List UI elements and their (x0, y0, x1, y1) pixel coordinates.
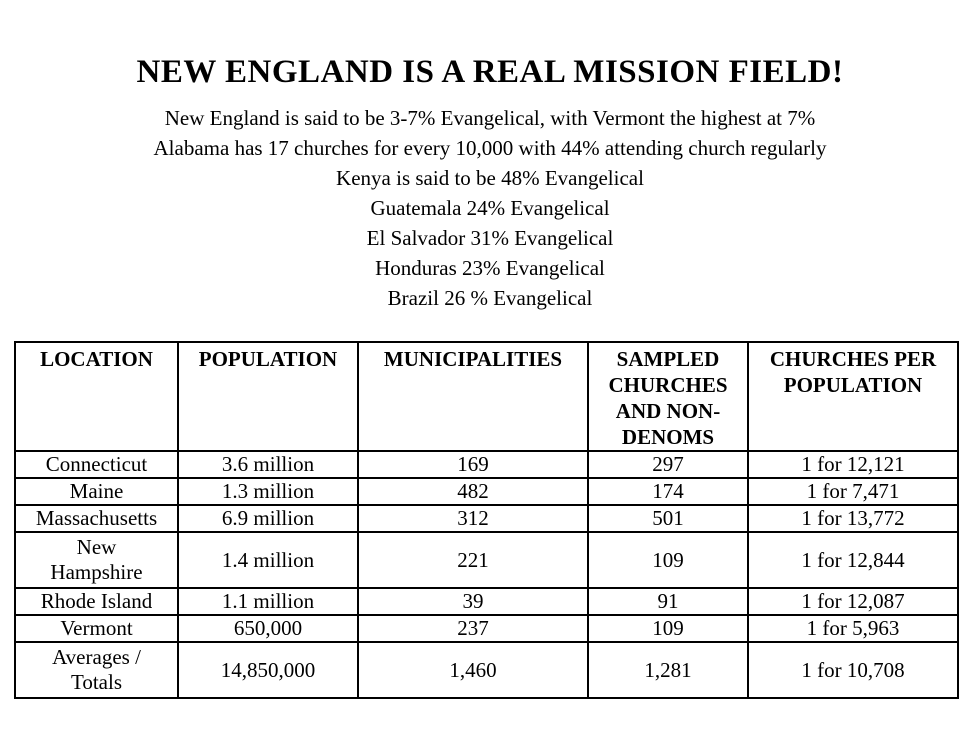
cell-location: Averages / Totals (14, 641, 179, 699)
mission-field-table: LOCATION POPULATION MUNICIPALITIES SAMPL… (14, 341, 959, 699)
cell-municipalities: 1,460 (357, 641, 589, 699)
cell-municipalities: 221 (357, 531, 589, 589)
header-churches-per-population: CHURCHES PER POPULATION (747, 341, 959, 452)
cell-sampled-churches: 501 (587, 504, 749, 533)
row-averages-totals: Averages / Totals 14,850,000 1,460 1,281… (14, 641, 959, 699)
cell-sampled-churches: 1,281 (587, 641, 749, 699)
row-new-hampshire: New Hampshire 1.4 million 221 109 1 for … (14, 531, 959, 589)
cell-municipalities: 482 (357, 477, 589, 506)
cell-population: 1.4 million (177, 531, 359, 589)
row-maine: Maine 1.3 million 482 174 1 for 7,471 (14, 477, 959, 506)
cell-location: Connecticut (14, 450, 179, 479)
cell-sampled-churches: 297 (587, 450, 749, 479)
row-rhode-island: Rhode Island 1.1 million 39 91 1 for 12,… (14, 587, 959, 616)
cell-location: New Hampshire (14, 531, 179, 589)
cell-location: Rhode Island (14, 587, 179, 616)
cell-population: 3.6 million (177, 450, 359, 479)
intro-line: Brazil 26 % Evangelical (387, 286, 593, 310)
cell-sampled-churches: 109 (587, 614, 749, 643)
row-connecticut: Connecticut 3.6 million 169 297 1 for 12… (14, 450, 959, 479)
intro-line: Alabama has 17 churches for every 10,000… (153, 136, 827, 160)
intro-line: New England is said to be 3-7% Evangelic… (164, 106, 816, 130)
header-municipalities: MUNICIPALITIES (357, 341, 589, 452)
cell-municipalities: 312 (357, 504, 589, 533)
row-vermont: Vermont 650,000 237 109 1 for 5,963 (14, 614, 959, 643)
cell-municipalities: 237 (357, 614, 589, 643)
header-location: LOCATION (14, 341, 179, 452)
table-header-row: LOCATION POPULATION MUNICIPALITIES SAMPL… (14, 341, 959, 452)
cell-population: 1.3 million (177, 477, 359, 506)
header-sampled-churches: SAMPLED CHURCHES AND NON-DENOMS (587, 341, 749, 452)
intro-line: Kenya is said to be 48% Evangelical (336, 166, 644, 190)
cell-sampled-churches: 109 (587, 531, 749, 589)
cell-location: Maine (14, 477, 179, 506)
cell-churches-per-population: 1 for 13,772 (747, 504, 959, 533)
cell-churches-per-population: 1 for 12,844 (747, 531, 959, 589)
cell-churches-per-population: 1 for 12,121 (747, 450, 959, 479)
intro-line: Honduras 23% Evangelical (375, 256, 605, 280)
cell-population: 650,000 (177, 614, 359, 643)
cell-churches-per-population: 1 for 12,087 (747, 587, 959, 616)
page-title: NEW ENGLAND IS A REAL MISSION FIELD! (136, 54, 844, 90)
row-massachusetts: Massachusetts 6.9 million 312 501 1 for … (14, 504, 959, 533)
cell-sampled-churches: 174 (587, 477, 749, 506)
cell-population: 6.9 million (177, 504, 359, 533)
intro-line: Guatemala 24% Evangelical (370, 196, 610, 220)
cell-population: 14,850,000 (177, 641, 359, 699)
intro-text-block: New England is said to be 3-7% Evangelic… (0, 103, 980, 313)
cell-location: Massachusetts (14, 504, 179, 533)
cell-sampled-churches: 91 (587, 587, 749, 616)
cell-churches-per-population: 1 for 7,471 (747, 477, 959, 506)
intro-line: El Salvador 31% Evangelical (366, 226, 614, 250)
cell-municipalities: 39 (357, 587, 589, 616)
cell-population: 1.1 million (177, 587, 359, 616)
cell-location: Vermont (14, 614, 179, 643)
cell-churches-per-population: 1 for 5,963 (747, 614, 959, 643)
table-body: Connecticut 3.6 million 169 297 1 for 12… (14, 450, 959, 699)
header-population: POPULATION (177, 341, 359, 452)
cell-municipalities: 169 (357, 450, 589, 479)
cell-churches-per-population: 1 for 10,708 (747, 641, 959, 699)
